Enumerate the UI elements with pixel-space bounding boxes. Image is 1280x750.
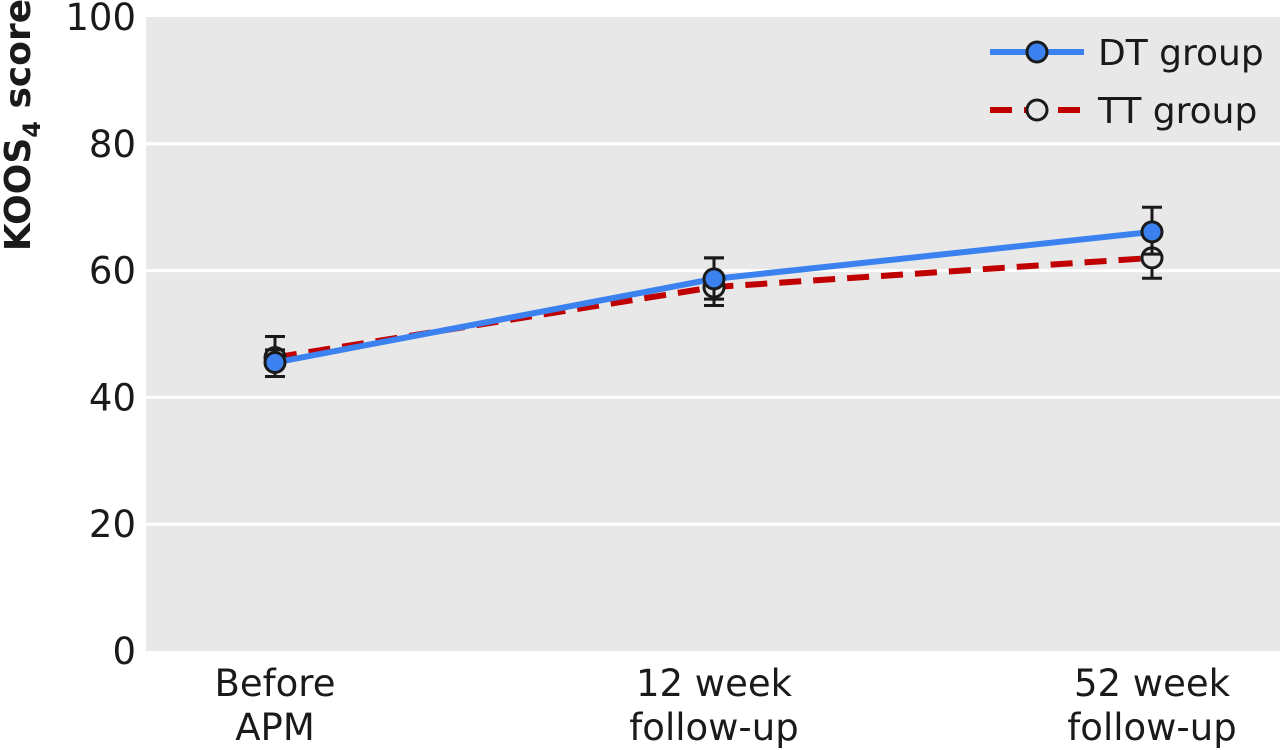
- legend: DT group TT group: [990, 33, 1264, 132]
- y-axis-ticks: 0 20 40 60 80 100: [65, 0, 136, 673]
- y-tick-label-80: 80: [89, 123, 136, 166]
- x-tick-label-line: Before: [215, 662, 336, 705]
- y-tick-label-20: 20: [89, 503, 136, 546]
- x-tick-label-2: 52 week follow-up: [1067, 662, 1236, 749]
- x-tick-label-line: 12 week: [636, 662, 793, 705]
- y-axis-label-suffix: score: [0, 0, 39, 121]
- legend-label-0: DT group: [1098, 33, 1264, 74]
- y-tick-label-0: 0: [112, 630, 136, 673]
- legend-item-0: DT group: [990, 33, 1264, 74]
- x-tick-label-line: APM: [235, 706, 315, 749]
- x-tick-label-line: follow-up: [1067, 706, 1236, 749]
- y-axis-label-subscript: 4: [18, 121, 46, 138]
- data-point-0-1: [702, 267, 726, 291]
- x-tick-label-line: 52 week: [1074, 662, 1231, 705]
- legend-marker-1: [1025, 98, 1049, 122]
- y-tick-label-60: 60: [89, 250, 136, 293]
- x-tick-label-line: follow-up: [629, 706, 798, 749]
- series: [263, 205, 1164, 378]
- y-tick-label-100: 100: [65, 0, 136, 39]
- x-tick-label-0: Before APM: [215, 662, 336, 749]
- plot-area: [146, 17, 1280, 651]
- y-axis-label: KOOS4 score: [0, 0, 46, 251]
- legend-marker-0: [1025, 40, 1049, 64]
- legend-item-1: TT group: [990, 91, 1257, 132]
- y-axis-label-main: KOOS: [0, 138, 39, 251]
- series-0: [263, 205, 1164, 378]
- data-point-0-2: [1140, 220, 1164, 244]
- data-point-0-0: [263, 351, 287, 375]
- x-tick-label-1: 12 week follow-up: [629, 662, 798, 749]
- y-tick-label-40: 40: [89, 376, 136, 419]
- legend-label-1: TT group: [1097, 91, 1257, 132]
